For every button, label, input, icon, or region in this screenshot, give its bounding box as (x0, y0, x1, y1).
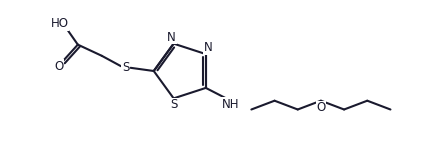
Text: N: N (167, 31, 176, 44)
Text: O: O (54, 60, 63, 73)
Text: NH: NH (222, 98, 239, 111)
Text: N: N (203, 41, 212, 54)
Text: S: S (170, 98, 177, 111)
Text: O: O (316, 101, 325, 114)
Text: HO: HO (50, 17, 68, 30)
Text: S: S (122, 60, 130, 73)
